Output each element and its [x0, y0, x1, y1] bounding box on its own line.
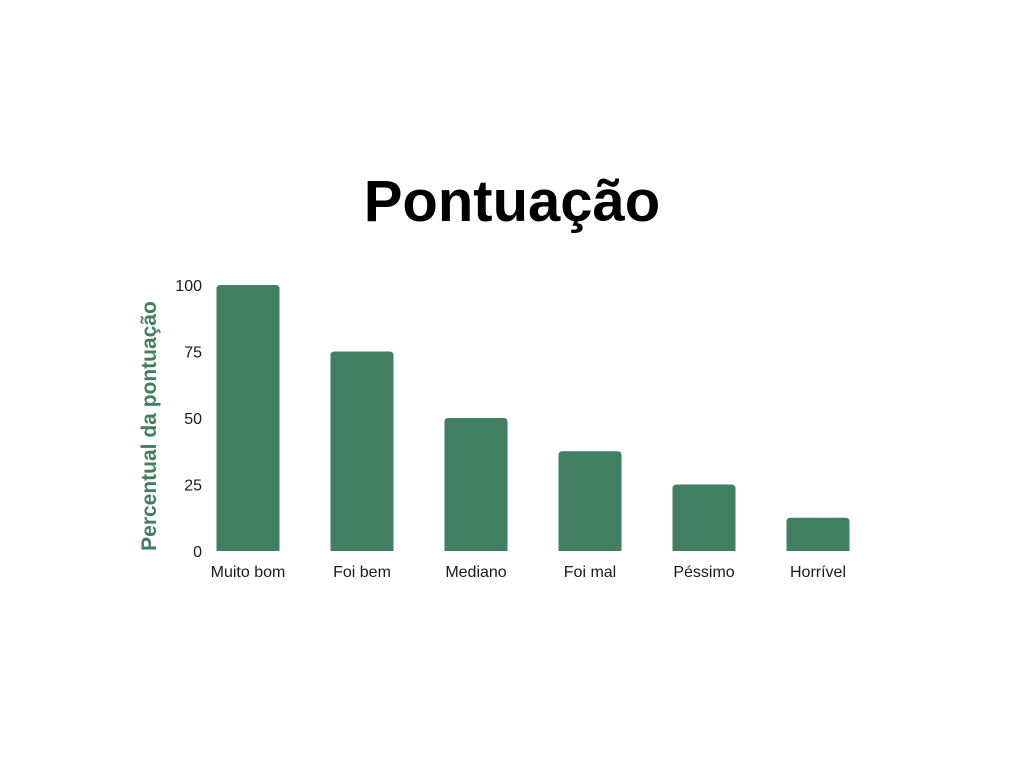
- chart-title: Pontuação: [363, 169, 661, 234]
- y-tick-label: 0: [193, 544, 202, 561]
- x-tick-label: Muito bom: [211, 564, 286, 581]
- x-tick-label: Foi mal: [564, 564, 616, 581]
- bar-4: [672, 484, 736, 551]
- x-tick-label: Mediano: [445, 564, 506, 581]
- y-axis-label: Percentual da pontuação: [138, 301, 161, 551]
- x-tick-label: Foi bem: [333, 564, 391, 581]
- bar-0: [216, 285, 280, 551]
- x-tick-label: Horrível: [790, 564, 846, 581]
- y-tick-label: 25: [184, 478, 202, 495]
- bars-group: [216, 285, 850, 551]
- bar-5: [786, 517, 850, 551]
- y-tick-label: 50: [184, 411, 202, 428]
- y-ticks-group: 0 25 50 75 100: [175, 278, 202, 561]
- bar-2: [444, 418, 508, 551]
- x-tick-label: Péssimo: [673, 564, 734, 581]
- y-tick-label: 100: [175, 278, 202, 295]
- bar-3: [558, 451, 622, 551]
- x-ticks-group: Muito bom Foi bem Mediano Foi mal Péssimo Hor…: [211, 564, 846, 581]
- bar-1: [330, 351, 394, 551]
- y-tick-label: 75: [184, 345, 202, 362]
